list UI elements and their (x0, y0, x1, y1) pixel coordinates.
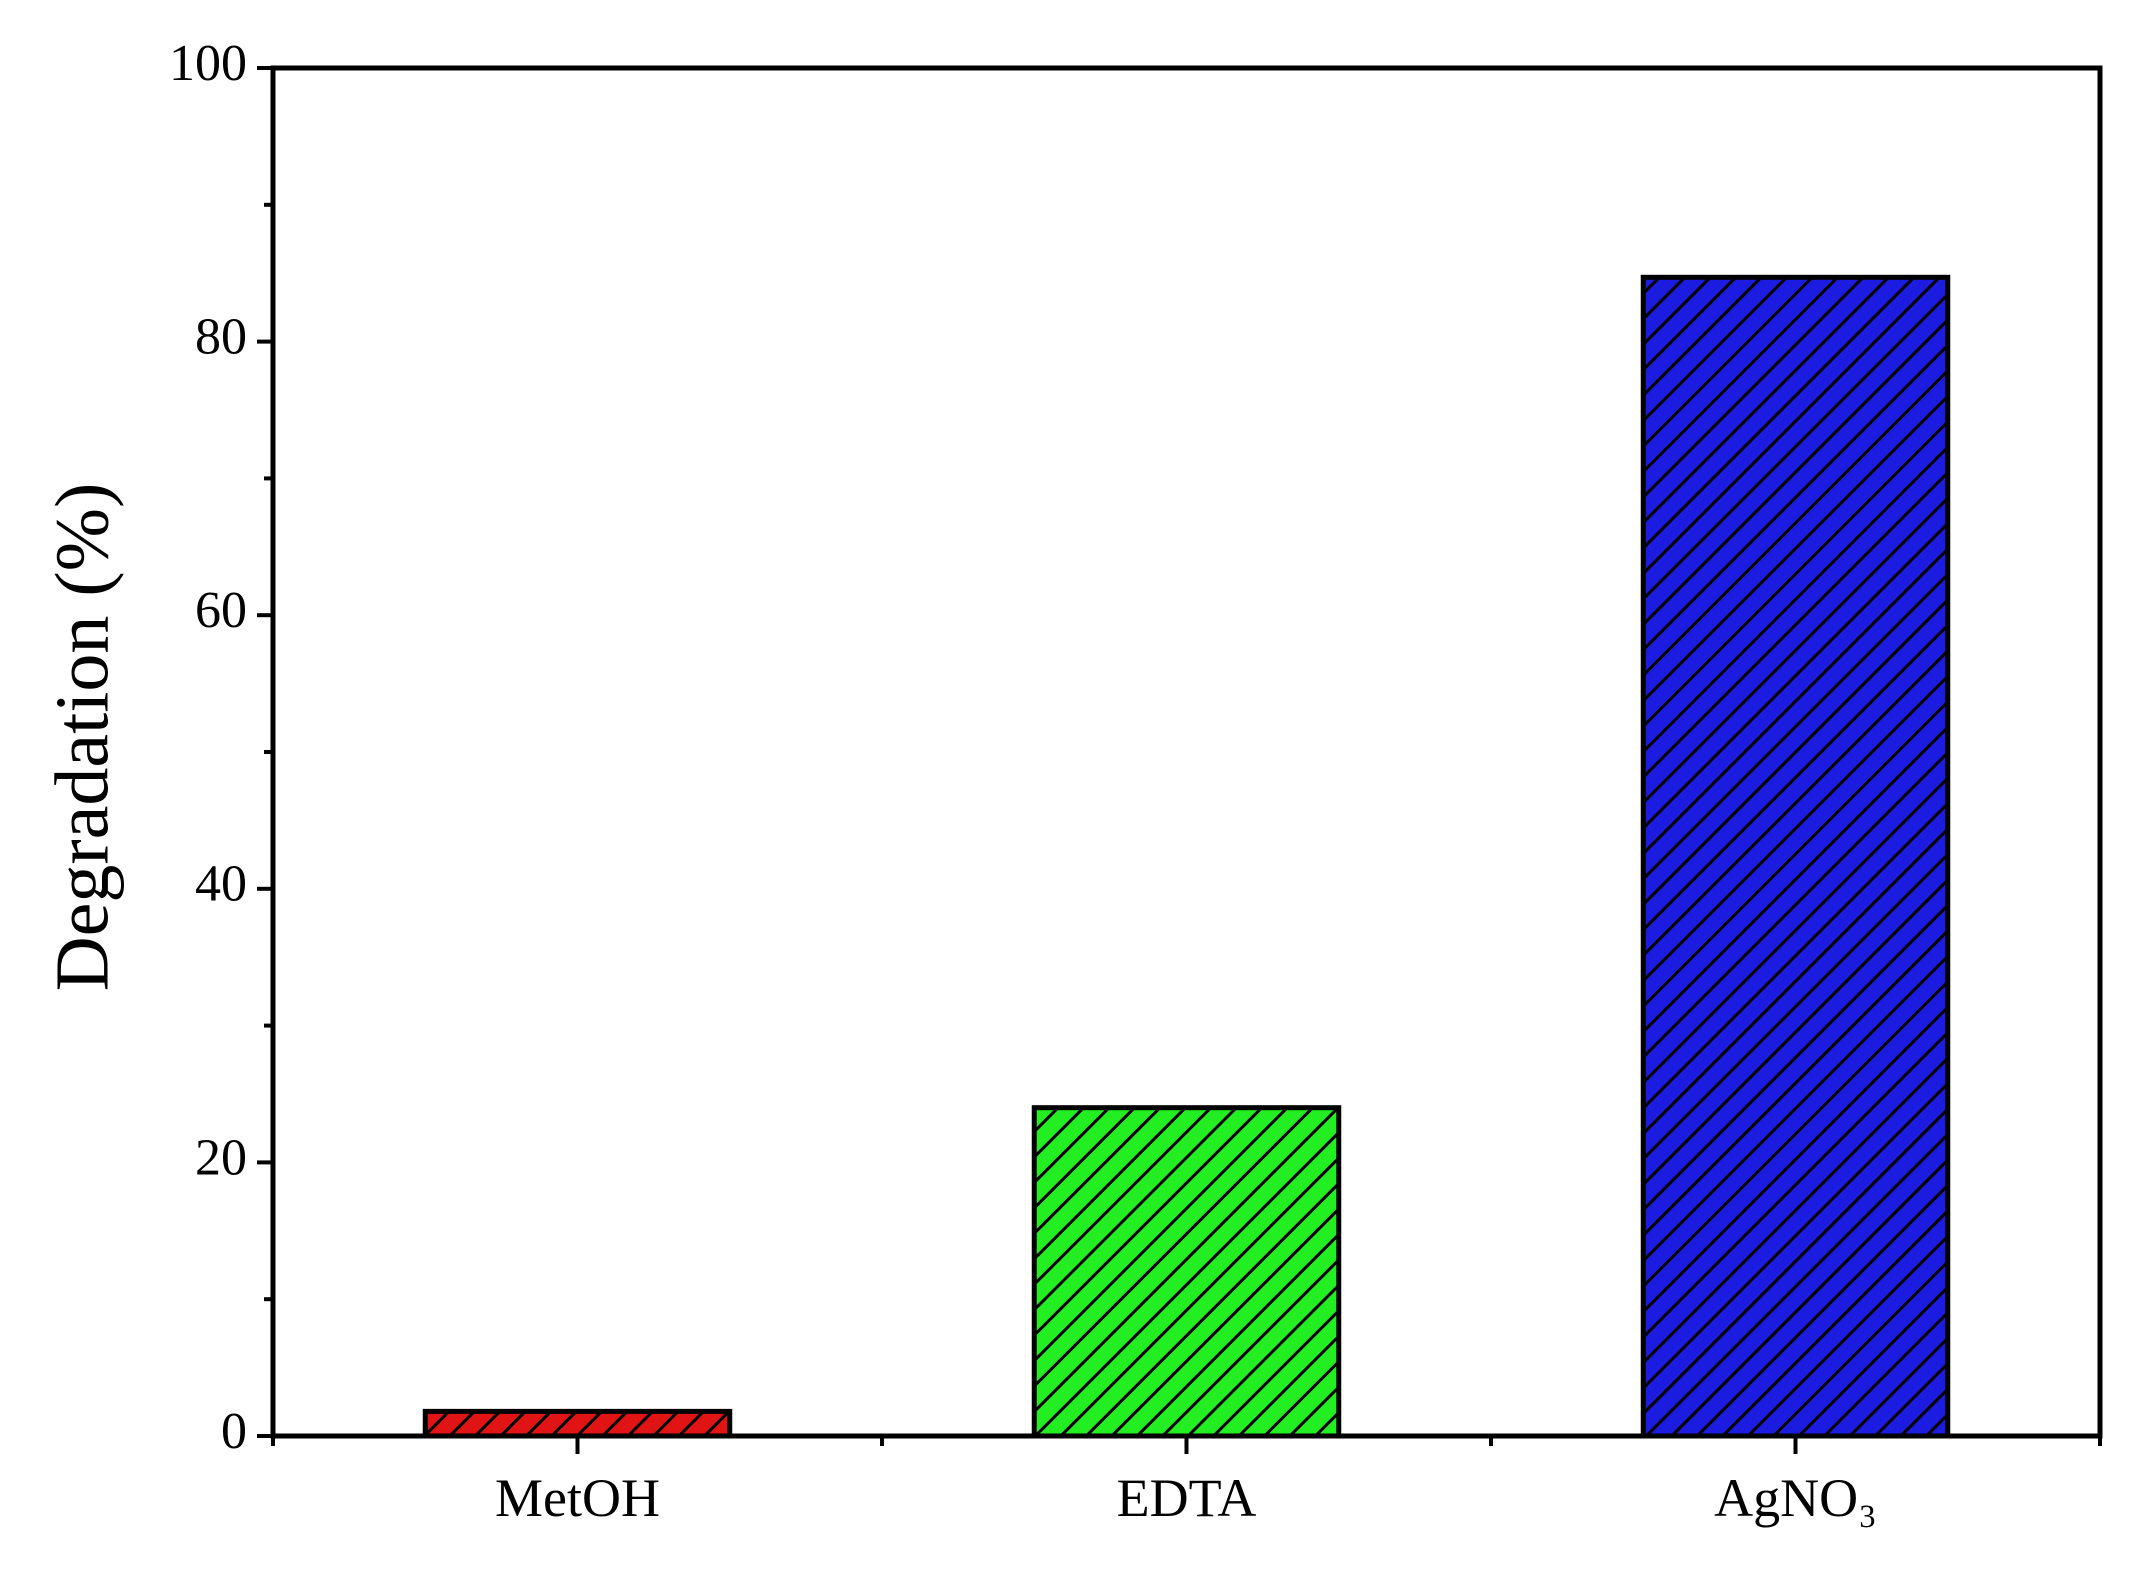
plot-frame (270, 65, 2103, 1439)
bar (1031, 1105, 1342, 1439)
y-tick-label: 20 (195, 1129, 247, 1186)
y-tick-label: 80 (195, 309, 247, 366)
bar (1640, 274, 1951, 1439)
bar (422, 1408, 733, 1439)
y-axis-label: Degradation (%) (40, 483, 124, 992)
y-tick-label: 40 (195, 856, 247, 913)
y-tick-label: 60 (195, 582, 247, 639)
x-tick-label: EDTA (1117, 1468, 1257, 1528)
x-tick-label: AgNO₃ (1714, 1468, 1877, 1528)
x-tick-label: MetOH (495, 1468, 660, 1528)
y-tick-label: 0 (221, 1403, 247, 1460)
y-tick-label: 100 (169, 35, 247, 92)
